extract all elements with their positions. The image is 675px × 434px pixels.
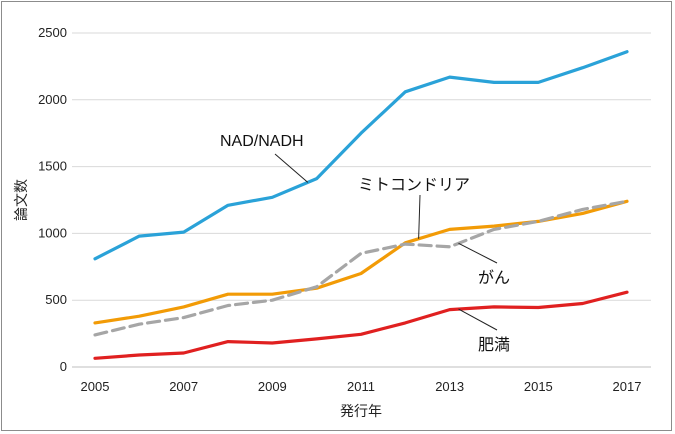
annotation-label: ミトコンドリア <box>358 175 470 194</box>
y-tick-label: 0 <box>60 359 67 374</box>
y-tick-labels: 0 500 1000 1500 2000 2500 <box>38 25 67 374</box>
series-line-1 <box>93 199 629 325</box>
y-tick-label: 500 <box>45 292 67 307</box>
y-tick-label: 2500 <box>38 25 67 40</box>
series-lines <box>93 50 629 360</box>
annotation-leader-line <box>458 308 498 331</box>
annotation-label: 肥満 <box>478 335 510 354</box>
annotation-label: NAD/NADH <box>220 133 304 150</box>
x-tick-label: 2015 <box>524 379 553 394</box>
annotation-label: がん <box>478 268 510 287</box>
y-tick-label: 1500 <box>38 159 67 174</box>
annotation-leader-line <box>418 194 421 239</box>
x-tick-label: 2017 <box>613 379 642 394</box>
series-line-0 <box>93 50 629 261</box>
x-tick-label: 2005 <box>81 379 110 394</box>
annotation-leader-line <box>274 153 309 183</box>
x-tick-labels: 2005 2007 2009 2011 2013 2015 2017 <box>81 379 642 394</box>
annotation-leader-line <box>458 242 498 264</box>
y-axis-title: 論文数 <box>14 179 30 221</box>
y-tick-label: 1000 <box>38 225 67 240</box>
x-tick-label: 2007 <box>169 379 198 394</box>
x-axis-title: 発行年 <box>340 404 382 420</box>
series-line-2 <box>93 199 629 337</box>
gridlines <box>72 32 651 368</box>
x-tick-label: 2013 <box>435 379 464 394</box>
y-tick-label: 2000 <box>38 92 67 107</box>
x-tick-label: 2011 <box>347 379 375 394</box>
x-tick-label: 2009 <box>258 379 287 394</box>
series-line-3 <box>93 290 629 360</box>
